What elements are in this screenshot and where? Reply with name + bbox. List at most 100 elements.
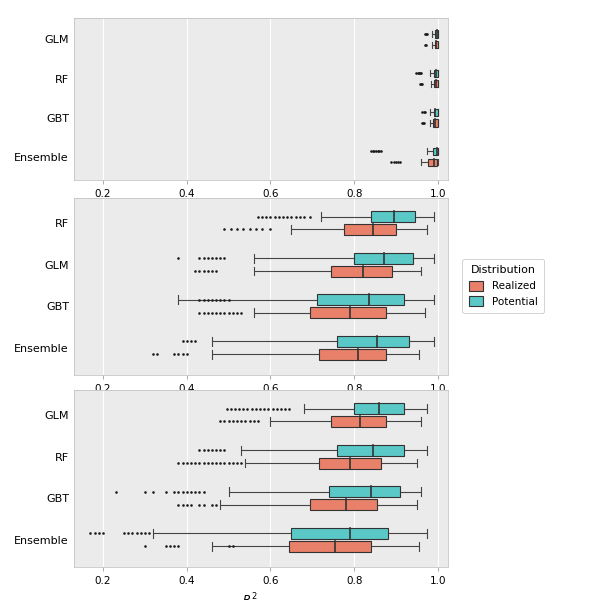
Point [228, 416, 238, 426]
Point [257, 224, 267, 234]
Point [149, 350, 158, 359]
Point [207, 308, 217, 317]
Point [215, 253, 225, 263]
Point [219, 224, 229, 234]
Point [211, 445, 221, 455]
Point [149, 487, 158, 497]
Point [207, 500, 217, 509]
X-axis label: TSS: TSS [250, 400, 272, 413]
Point [224, 295, 234, 305]
Point [232, 416, 242, 426]
Point [215, 458, 225, 468]
Point [272, 404, 281, 413]
Point [215, 295, 225, 305]
Point [195, 487, 204, 497]
Bar [371, 211, 415, 222]
Point [219, 416, 229, 426]
Point [366, 146, 376, 156]
Point [169, 487, 179, 497]
Point [369, 146, 379, 156]
Point [178, 337, 187, 346]
Point [226, 404, 235, 413]
Point [274, 212, 284, 221]
Point [211, 308, 221, 317]
Point [418, 107, 427, 117]
Point [178, 487, 187, 497]
Point [207, 253, 217, 263]
Point [182, 458, 192, 468]
Point [165, 542, 175, 551]
Point [411, 68, 421, 78]
Point [371, 146, 381, 156]
Point [376, 146, 386, 156]
Bar [434, 80, 438, 88]
Point [111, 487, 120, 497]
Point [255, 404, 265, 413]
Point [421, 29, 431, 39]
Point [182, 337, 192, 346]
Point [232, 458, 242, 468]
Point [199, 500, 208, 509]
Point [247, 404, 257, 413]
Bar [337, 336, 409, 347]
Point [186, 337, 196, 346]
Point [283, 212, 292, 221]
Bar [433, 119, 438, 127]
Point [245, 224, 254, 234]
Point [215, 416, 225, 426]
Point [203, 308, 212, 317]
Point [173, 487, 183, 497]
Bar [329, 487, 400, 497]
Point [375, 146, 384, 156]
Point [421, 40, 431, 50]
Point [253, 212, 263, 221]
Point [169, 350, 179, 359]
Point [219, 295, 229, 305]
Point [373, 146, 382, 156]
Point [211, 295, 221, 305]
Point [191, 266, 200, 276]
Point [173, 253, 183, 263]
Point [415, 79, 425, 89]
Point [242, 404, 252, 413]
Point [207, 458, 217, 468]
Point [417, 118, 427, 128]
Bar [331, 416, 386, 427]
Point [419, 118, 429, 128]
Point [195, 458, 204, 468]
Point [182, 487, 192, 497]
Point [287, 212, 296, 221]
Bar [433, 148, 438, 155]
Point [191, 337, 200, 346]
Point [306, 212, 315, 221]
Point [140, 487, 150, 497]
Point [268, 404, 277, 413]
Point [419, 107, 428, 117]
Point [199, 253, 208, 263]
Point [230, 404, 240, 413]
Point [173, 458, 183, 468]
Point [257, 212, 267, 221]
Point [207, 295, 217, 305]
Point [249, 416, 258, 426]
Point [136, 529, 146, 538]
Bar [354, 253, 413, 263]
Point [417, 79, 426, 89]
Point [389, 157, 399, 167]
Point [199, 487, 208, 497]
Point [207, 266, 217, 276]
Point [199, 458, 208, 468]
Point [238, 224, 248, 234]
Point [195, 308, 204, 317]
Point [173, 542, 183, 551]
Point [237, 308, 246, 317]
Bar [317, 295, 405, 305]
Bar [434, 109, 438, 116]
Point [228, 458, 238, 468]
Point [195, 500, 204, 509]
Point [161, 487, 171, 497]
Point [203, 253, 212, 263]
Point [153, 350, 162, 359]
Point [228, 542, 238, 551]
Point [203, 266, 212, 276]
